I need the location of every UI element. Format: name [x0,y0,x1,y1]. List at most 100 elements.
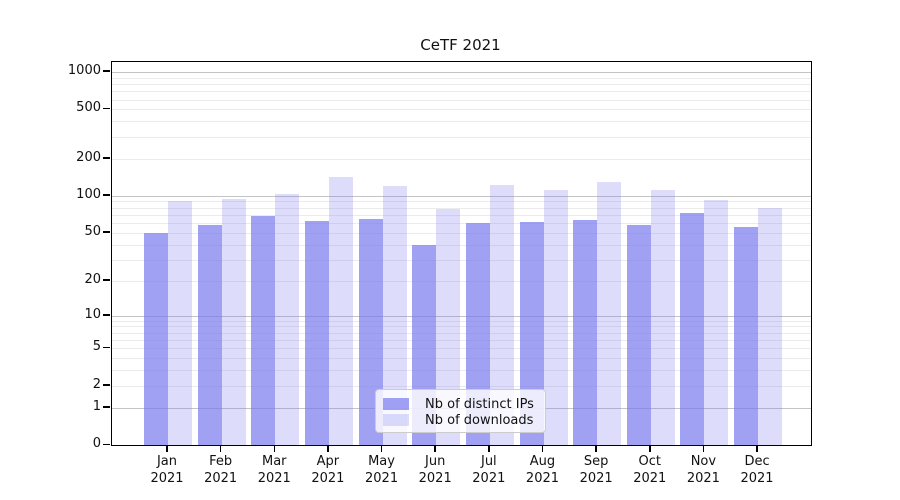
gridline-minor [112,280,811,282]
bar-downloads-nov [704,199,729,445]
x-tick-year: 2021 [204,471,238,486]
x-tick-label: Aug 2021 [515,453,569,487]
gridline-minor [112,223,811,224]
y-tick-label: 5 [92,339,101,355]
y-tick-mark [103,70,110,72]
x-tick-mark [273,445,276,452]
bar-downloads-mar [275,194,300,445]
bar-downloads-dec [758,208,782,445]
y-tick-label: 1000 [67,62,101,78]
bar-downloads-jan [168,201,192,445]
x-tick-label: Jun 2021 [408,453,462,487]
x-tick-year: 2021 [150,471,184,486]
bar-downloads-feb [221,198,246,445]
gridline-minor [112,99,811,101]
x-tick-mark [166,445,168,452]
x-tick-mark [327,445,329,452]
y-tick-mark [103,314,110,316]
gridline-minor [112,91,811,93]
y-tick-mark [103,346,110,349]
gridline-major [112,71,811,73]
bar-downloads-aug [543,190,568,445]
y-tick-label: 10 [84,306,101,322]
x-tick-year: 2021 [311,471,345,486]
gridline-minor [112,348,811,350]
bar-distinct-ips-nov [680,213,705,445]
bar-distinct-ips-oct [626,224,651,445]
gridline-minor [112,332,811,334]
gridline-minor [112,259,811,261]
y-tick-label: 0 [92,436,101,451]
gridline-minor [112,84,811,85]
y-tick-label: 1 [92,398,101,414]
y-tick-mark [103,157,110,159]
x-tick-mark [756,445,758,452]
gridline-minor [112,326,811,328]
x-tick-year: 2021 [365,471,399,486]
x-tick-label: May 2021 [355,453,409,487]
gridline-minor [112,109,811,111]
x-tick-year: 2021 [525,471,560,486]
x-tick-mark [434,445,436,452]
x-tick-label: Oct 2021 [623,453,677,487]
x-tick-label: Feb 2021 [194,453,248,487]
gridline-minor [112,339,811,341]
bar-distinct-ips-mar [251,216,276,445]
x-tick-year: 2021 [418,471,452,486]
gridline-minor [112,320,811,322]
gridline-minor [112,232,811,234]
bar-distinct-ips-apr [304,221,329,445]
x-tick-label: Dec 2021 [730,453,784,487]
x-tick-mark [541,445,544,452]
y-tick-label: 200 [76,149,101,165]
y-tick-mark [103,194,110,196]
y-tick-label: 100 [76,186,101,202]
gridline-minor [112,370,811,372]
legend-swatch-distinct-ips [383,398,409,410]
gridline-minor [112,158,811,160]
x-tick-mark [649,445,651,452]
x-tick-label: Sep 2021 [569,453,623,487]
gridline-minor [112,358,811,360]
x-tick-label: Jul 2021 [462,453,516,487]
legend: Nb of distinct IPs Nb of downloads [375,389,546,433]
gridline-minor [112,136,811,138]
gridline-minor [112,121,811,123]
y-tick-mark [103,384,110,386]
y-tick-mark [103,107,110,110]
x-tick-year: 2021 [686,471,720,486]
gridline-minor [112,385,811,387]
x-tick-label: Apr 2021 [301,453,355,487]
gridline-minor [112,201,811,203]
bar-distinct-ips-dec [734,226,758,445]
bar-distinct-ips-feb [197,224,222,445]
legend-row: Nb of distinct IPs [383,396,537,412]
gridline-major [112,315,811,317]
y-tick-label: 20 [84,271,101,287]
x-tick-year: 2021 [740,471,774,486]
y-tick-mark [103,443,110,445]
x-tick-year: 2021 [579,471,613,486]
legend-label-distinct-ips: Nb of distinct IPs [425,396,534,412]
x-tick-year: 2021 [257,471,291,486]
y-tick-mark [103,279,110,281]
gridline-minor [112,77,811,79]
legend-swatch-downloads [383,414,409,426]
x-tick-label: Mar 2021 [247,453,301,487]
gridline-minor [112,244,811,246]
x-tick-label: Nov 2021 [676,453,730,487]
bar-distinct-ips-jan [144,232,168,445]
bar-downloads-oct [650,190,675,445]
x-tick-mark [702,445,705,452]
x-tick-mark [380,445,383,452]
y-tick-label: 500 [76,100,101,116]
x-tick-mark [219,445,222,452]
gridline-minor [112,207,811,209]
bar-distinct-ips-sep [573,220,598,445]
y-tick-label: 50 [84,223,101,239]
y-tick-mark [103,231,110,233]
gridline-major [112,195,811,197]
chart-title: CeTF 2021 [420,36,501,54]
y-tick-label: 2 [92,376,101,392]
x-tick-mark [488,445,490,452]
